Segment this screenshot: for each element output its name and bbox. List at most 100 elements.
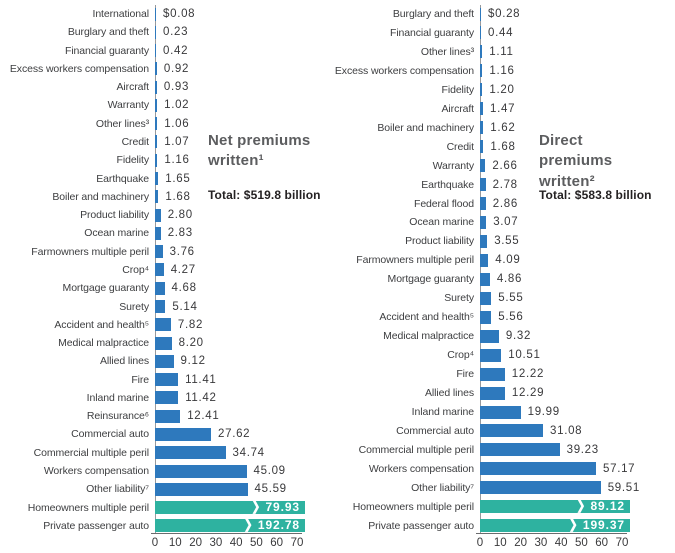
bar-track: 0.23: [155, 25, 332, 39]
chart-row: Fidelity 1.20: [332, 83, 675, 97]
category-label: Commercial auto: [71, 428, 149, 441]
chart-row: Earthquake 1.65: [0, 172, 332, 186]
x-axis-tick-label: 60: [270, 537, 284, 549]
category-label: Boiler and machinery: [52, 190, 149, 203]
total-label: Total: $519.8 billion: [208, 188, 321, 202]
chart-row: Commercial auto 31.08: [332, 424, 675, 438]
value-label: 1.65: [165, 172, 191, 185]
net-premiums-chart: International $0.08 Burglary and theft 0.23…: [0, 0, 332, 553]
category-label: Credit: [121, 135, 150, 148]
chart-row: Surety 5.55: [332, 291, 675, 305]
bar-track: 12.41: [155, 409, 332, 423]
bar-track: 0.92: [155, 62, 332, 76]
bar-track: ❯ 79.93: [155, 500, 332, 514]
chart-row: Medical malpractice 9.32: [332, 329, 675, 343]
bar: [155, 336, 172, 350]
total-label: Total: $583.8 billion: [539, 188, 652, 202]
highlight-bar: ❯ 89.12: [480, 499, 630, 514]
chart-row: Ocean marine 3.07: [332, 215, 675, 229]
category-label: Financial guaranty: [390, 26, 474, 39]
bar: [155, 7, 156, 21]
bar-track: 12.29: [480, 386, 675, 400]
category-label: Workers compensation: [43, 465, 149, 478]
value-label: 2.86: [492, 197, 518, 210]
value-label: 8.20: [178, 337, 204, 350]
bar-track: 1.68: [155, 190, 332, 204]
value-label: 2.80: [167, 209, 193, 222]
bar-track: 5.14: [155, 300, 332, 313]
x-axis-tick-label: 40: [554, 537, 568, 549]
highlight-bar: ❯ 192.78: [155, 518, 305, 532]
bar-track: 0.42: [155, 44, 332, 58]
category-label: Reinsurance⁶: [86, 410, 149, 423]
bar-track: 2.66: [480, 159, 675, 173]
value-label: 59.51: [607, 481, 640, 494]
category-label: Aircraft: [441, 102, 475, 115]
chart-row: Inland marine 11.42: [0, 391, 332, 405]
x-axis-tick-label: 70: [290, 537, 304, 549]
bar: [480, 215, 487, 229]
category-label: Burglary and theft: [67, 26, 149, 39]
value-label: 3.55: [494, 235, 520, 248]
chart-row: Fire 12.22: [332, 367, 675, 381]
category-label: Private passenger auto: [368, 519, 474, 532]
bar: [155, 318, 171, 332]
value-label: $0.08: [163, 8, 196, 20]
category-label: Fidelity: [441, 83, 475, 96]
x-axis-line: [151, 533, 302, 534]
bar: [155, 427, 211, 441]
value-label: 1.20: [489, 83, 515, 96]
chart-row: Other lines³ 1.11: [332, 45, 675, 59]
bar-value-label: 89.12: [590, 499, 625, 514]
bar: [480, 291, 492, 305]
category-label: Private passenger auto: [43, 519, 149, 532]
value-label: 0.92: [163, 62, 190, 75]
bar-track: 34.74: [155, 446, 332, 460]
bar-track: 11.42: [155, 391, 332, 405]
chart-row: Allied lines 12.29: [332, 386, 675, 400]
chart-row: Fire 11.41: [0, 373, 332, 387]
category-label: Earthquake: [96, 172, 149, 185]
bar: [480, 405, 521, 419]
x-axis-tick-label: 0: [476, 537, 484, 549]
value-label: 10.51: [508, 349, 541, 362]
bar-track: 4.09: [480, 253, 675, 267]
category-label: Product liability: [80, 209, 149, 222]
category-label: Crop⁴: [122, 263, 149, 276]
bar-track: ❯ 89.12: [480, 499, 675, 514]
chart-row: Financial guaranty 0.42: [0, 44, 332, 58]
chart-row: Federal flood 2.86: [332, 197, 675, 211]
bar-track: 1.02: [155, 98, 332, 112]
value-label: 7.82: [177, 318, 204, 331]
bar-track: 45.59: [155, 482, 332, 496]
chart-row: Warranty 2.66: [332, 159, 675, 173]
chart-row: Warranty 1.02: [0, 98, 332, 112]
bar-track: 0.44: [480, 26, 675, 40]
value-label: 12.41: [187, 410, 220, 423]
bar: [480, 234, 488, 248]
category-label: Inland marine: [411, 406, 474, 419]
bar: [480, 272, 490, 286]
category-label: Mortgage guaranty: [387, 273, 475, 286]
bar: [155, 172, 159, 186]
bar-track: 12.22: [480, 367, 675, 381]
x-axis-tick-label: 60: [595, 537, 609, 549]
x-axis-tick-label: 50: [249, 537, 263, 549]
value-label: 1.16: [164, 154, 190, 167]
bar: [480, 178, 486, 192]
x-axis-ticks: 0 10 20 30 40 50 60 70: [476, 537, 640, 552]
value-label: 57.17: [603, 462, 636, 475]
chart-row: Commercial auto 27.62: [0, 427, 332, 441]
value-label: 4.27: [170, 263, 196, 276]
value-label: 3.76: [169, 245, 195, 258]
category-label: Other lines³: [420, 45, 474, 58]
x-axis-tick-label: 70: [615, 537, 629, 549]
chart-row: Burglary and theft 0.23: [0, 25, 332, 39]
chart-row: International $0.08: [0, 7, 332, 21]
bar-track: 3.07: [480, 215, 675, 229]
category-label: Federal flood: [414, 197, 474, 210]
bar-track: $0.28: [480, 7, 675, 21]
chart-row: Fidelity 1.16: [0, 153, 332, 167]
category-label: Homeowners multiple peril: [352, 500, 474, 513]
chart-row: Workers compensation 57.17: [332, 462, 675, 476]
